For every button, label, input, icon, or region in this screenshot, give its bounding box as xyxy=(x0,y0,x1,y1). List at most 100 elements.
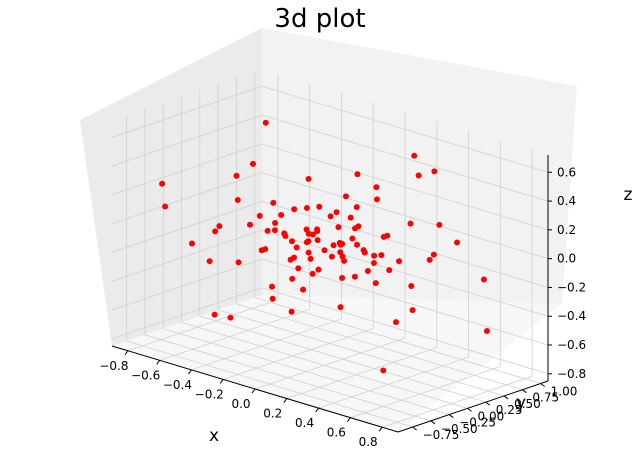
z-grid-line-back xyxy=(261,287,549,375)
y-tick-mark xyxy=(522,389,527,394)
data-point xyxy=(314,237,321,244)
data-point xyxy=(212,228,219,235)
data-point xyxy=(256,212,263,219)
data-point xyxy=(227,314,234,321)
z-grid-line-back xyxy=(261,114,549,202)
data-point xyxy=(278,212,285,219)
data-point xyxy=(396,258,403,265)
data-point xyxy=(262,246,269,253)
data-point xyxy=(337,304,344,311)
data-point xyxy=(281,230,288,237)
x-tick-label: 0.8 xyxy=(359,435,378,449)
z-tick-label: −0.6 xyxy=(557,338,586,352)
data-point xyxy=(303,226,310,233)
data-point xyxy=(305,175,312,182)
x-axis-label: x xyxy=(209,426,219,446)
data-point xyxy=(330,242,337,249)
data-point xyxy=(353,204,360,211)
y-grid-line-floor xyxy=(181,321,468,409)
data-point xyxy=(364,267,371,274)
y-grid-line-floor xyxy=(254,297,541,384)
y-tick-label: −0.75 xyxy=(423,428,460,442)
data-point xyxy=(380,367,387,374)
data-point xyxy=(436,221,443,228)
data-point xyxy=(333,209,340,216)
data-point xyxy=(409,307,416,314)
x-tick-mark xyxy=(219,379,224,384)
data-point xyxy=(289,238,296,245)
data-point xyxy=(264,227,271,234)
y-tick-label: 0.50 xyxy=(514,397,541,411)
z-grid-line-left xyxy=(111,114,263,167)
y-grid-line-floor xyxy=(163,328,450,415)
y-grid-line-floor xyxy=(236,303,523,391)
x-tick-label: −0.8 xyxy=(99,359,128,373)
data-point xyxy=(431,168,438,175)
y-tick-mark xyxy=(448,414,454,418)
y-tick-mark xyxy=(467,407,472,412)
data-point xyxy=(426,256,433,263)
data-point xyxy=(216,223,223,230)
z-tick-label: −0.2 xyxy=(557,280,586,294)
data-point xyxy=(327,213,334,220)
z-tick-label: 0.4 xyxy=(557,194,576,208)
data-point xyxy=(339,240,346,247)
data-point xyxy=(269,295,276,302)
y-tick-label: 0.25 xyxy=(496,403,523,417)
left-pane xyxy=(80,28,262,346)
data-point xyxy=(269,283,276,290)
data-point xyxy=(305,249,312,256)
data-point xyxy=(454,239,461,246)
y-grid-line-floor xyxy=(126,340,413,428)
data-point xyxy=(262,119,269,126)
data-point xyxy=(354,241,361,248)
z-grid-line-back xyxy=(261,201,549,288)
data-point xyxy=(361,249,368,256)
data-point xyxy=(291,206,298,213)
z-tick-label: 0.2 xyxy=(557,223,576,237)
grid-lines xyxy=(111,71,549,428)
data-point xyxy=(351,273,358,280)
data-point xyxy=(188,240,195,247)
y-grid-line-floor xyxy=(199,315,486,403)
data-point xyxy=(430,251,437,258)
data-point xyxy=(287,256,294,263)
z-grid-line-left xyxy=(111,258,263,311)
data-point xyxy=(233,172,240,179)
y-tick-label: −0.50 xyxy=(441,422,478,436)
data-point xyxy=(234,197,241,204)
z-grid-line-left xyxy=(111,143,263,196)
data-point xyxy=(303,204,310,211)
data-point xyxy=(316,203,323,210)
tick-labels: −0.8−0.6−0.4−0.20.00.20.40.60.8−0.75−0.5… xyxy=(99,165,586,449)
data-point xyxy=(339,275,346,282)
x-tick-mark xyxy=(188,369,192,375)
x-tick-label: 0.6 xyxy=(327,426,346,440)
data-point xyxy=(300,286,307,293)
data-point xyxy=(211,311,218,318)
x-tick-label: 0.4 xyxy=(295,416,314,430)
data-point xyxy=(270,199,277,206)
y-tick-mark xyxy=(430,420,436,425)
y-axis-line xyxy=(397,380,549,433)
x-tick-mark xyxy=(283,398,288,403)
data-point xyxy=(162,203,169,210)
back-pane xyxy=(262,28,577,304)
data-point xyxy=(342,193,349,200)
data-point xyxy=(370,260,377,267)
y-tick-mark xyxy=(485,401,491,406)
z-grid-line-left xyxy=(111,201,263,253)
data-point xyxy=(339,253,346,260)
data-point xyxy=(386,267,393,274)
data-point xyxy=(372,280,379,287)
data-points xyxy=(159,119,490,374)
data-point xyxy=(393,319,400,326)
x-tick-mark xyxy=(251,388,256,394)
z-grid-line-back xyxy=(261,85,549,173)
y-tick-mark xyxy=(412,426,417,431)
data-point xyxy=(159,180,166,187)
data-point xyxy=(307,255,314,262)
data-point xyxy=(303,239,310,246)
